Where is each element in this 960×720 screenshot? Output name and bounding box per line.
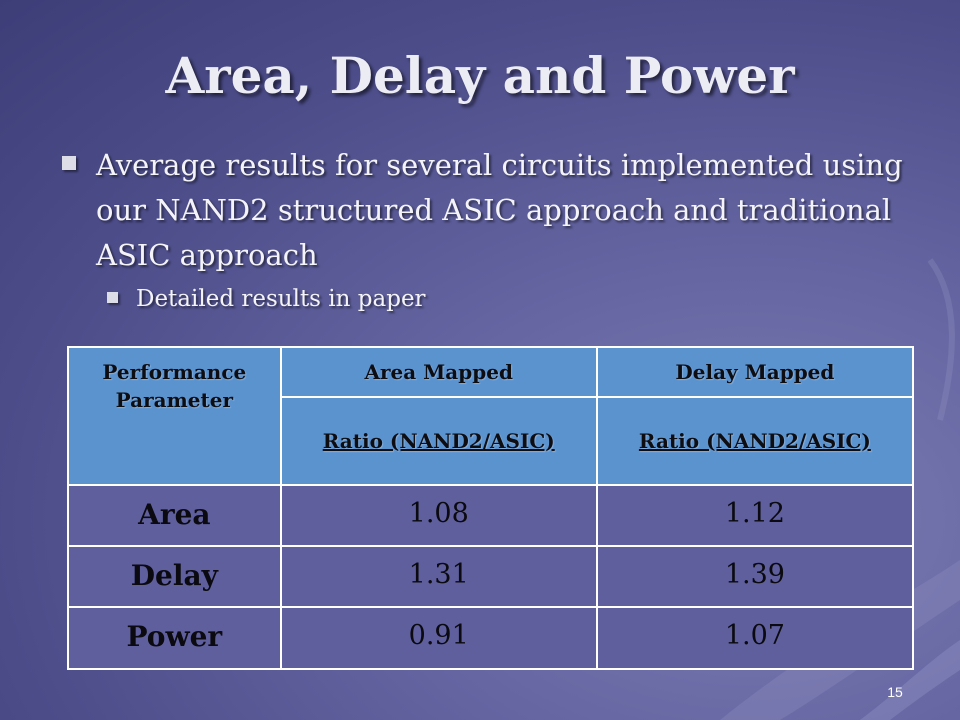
cell-area-delay-mapped: 1.12 — [595, 484, 915, 547]
row-label-power: Power — [67, 606, 282, 670]
slide-title: Area, Delay and Power — [165, 46, 795, 105]
cell-delay-delay-mapped: 1.39 — [595, 545, 915, 608]
page-number: 15 — [887, 684, 903, 700]
subheader-ratio-delay: Ratio (NAND2/ASIC) — [595, 396, 915, 486]
row-label-area: Area — [67, 484, 282, 547]
header-corner-label: Performance Parameter — [102, 360, 247, 412]
cell-area-area-mapped: 1.08 — [279, 484, 598, 547]
bullet-sub: Detailed results in paper — [136, 286, 426, 312]
subheader-ratio-delay-label: Ratio (NAND2/ASIC) — [638, 429, 871, 453]
bullet-main: Average results for several circuits imp… — [96, 148, 903, 272]
row-label-delay: Delay — [67, 545, 282, 608]
results-table: Performance Parameter Area Mapped Delay … — [67, 346, 915, 670]
cell-power-area-mapped: 0.91 — [279, 606, 598, 670]
header-performance-parameter: Performance Parameter — [67, 346, 282, 486]
subheader-ratio-area: Ratio (NAND2/ASIC) — [279, 396, 598, 486]
header-area-mapped: Area Mapped — [279, 346, 598, 398]
header-delay-mapped: Delay Mapped — [595, 346, 915, 398]
bullet-square-icon — [107, 292, 118, 303]
cell-power-delay-mapped: 1.07 — [595, 606, 915, 670]
cell-delay-area-mapped: 1.31 — [279, 545, 598, 608]
subheader-ratio-area-label: Ratio (NAND2/ASIC) — [322, 429, 555, 453]
bullet-square-icon — [62, 156, 76, 170]
